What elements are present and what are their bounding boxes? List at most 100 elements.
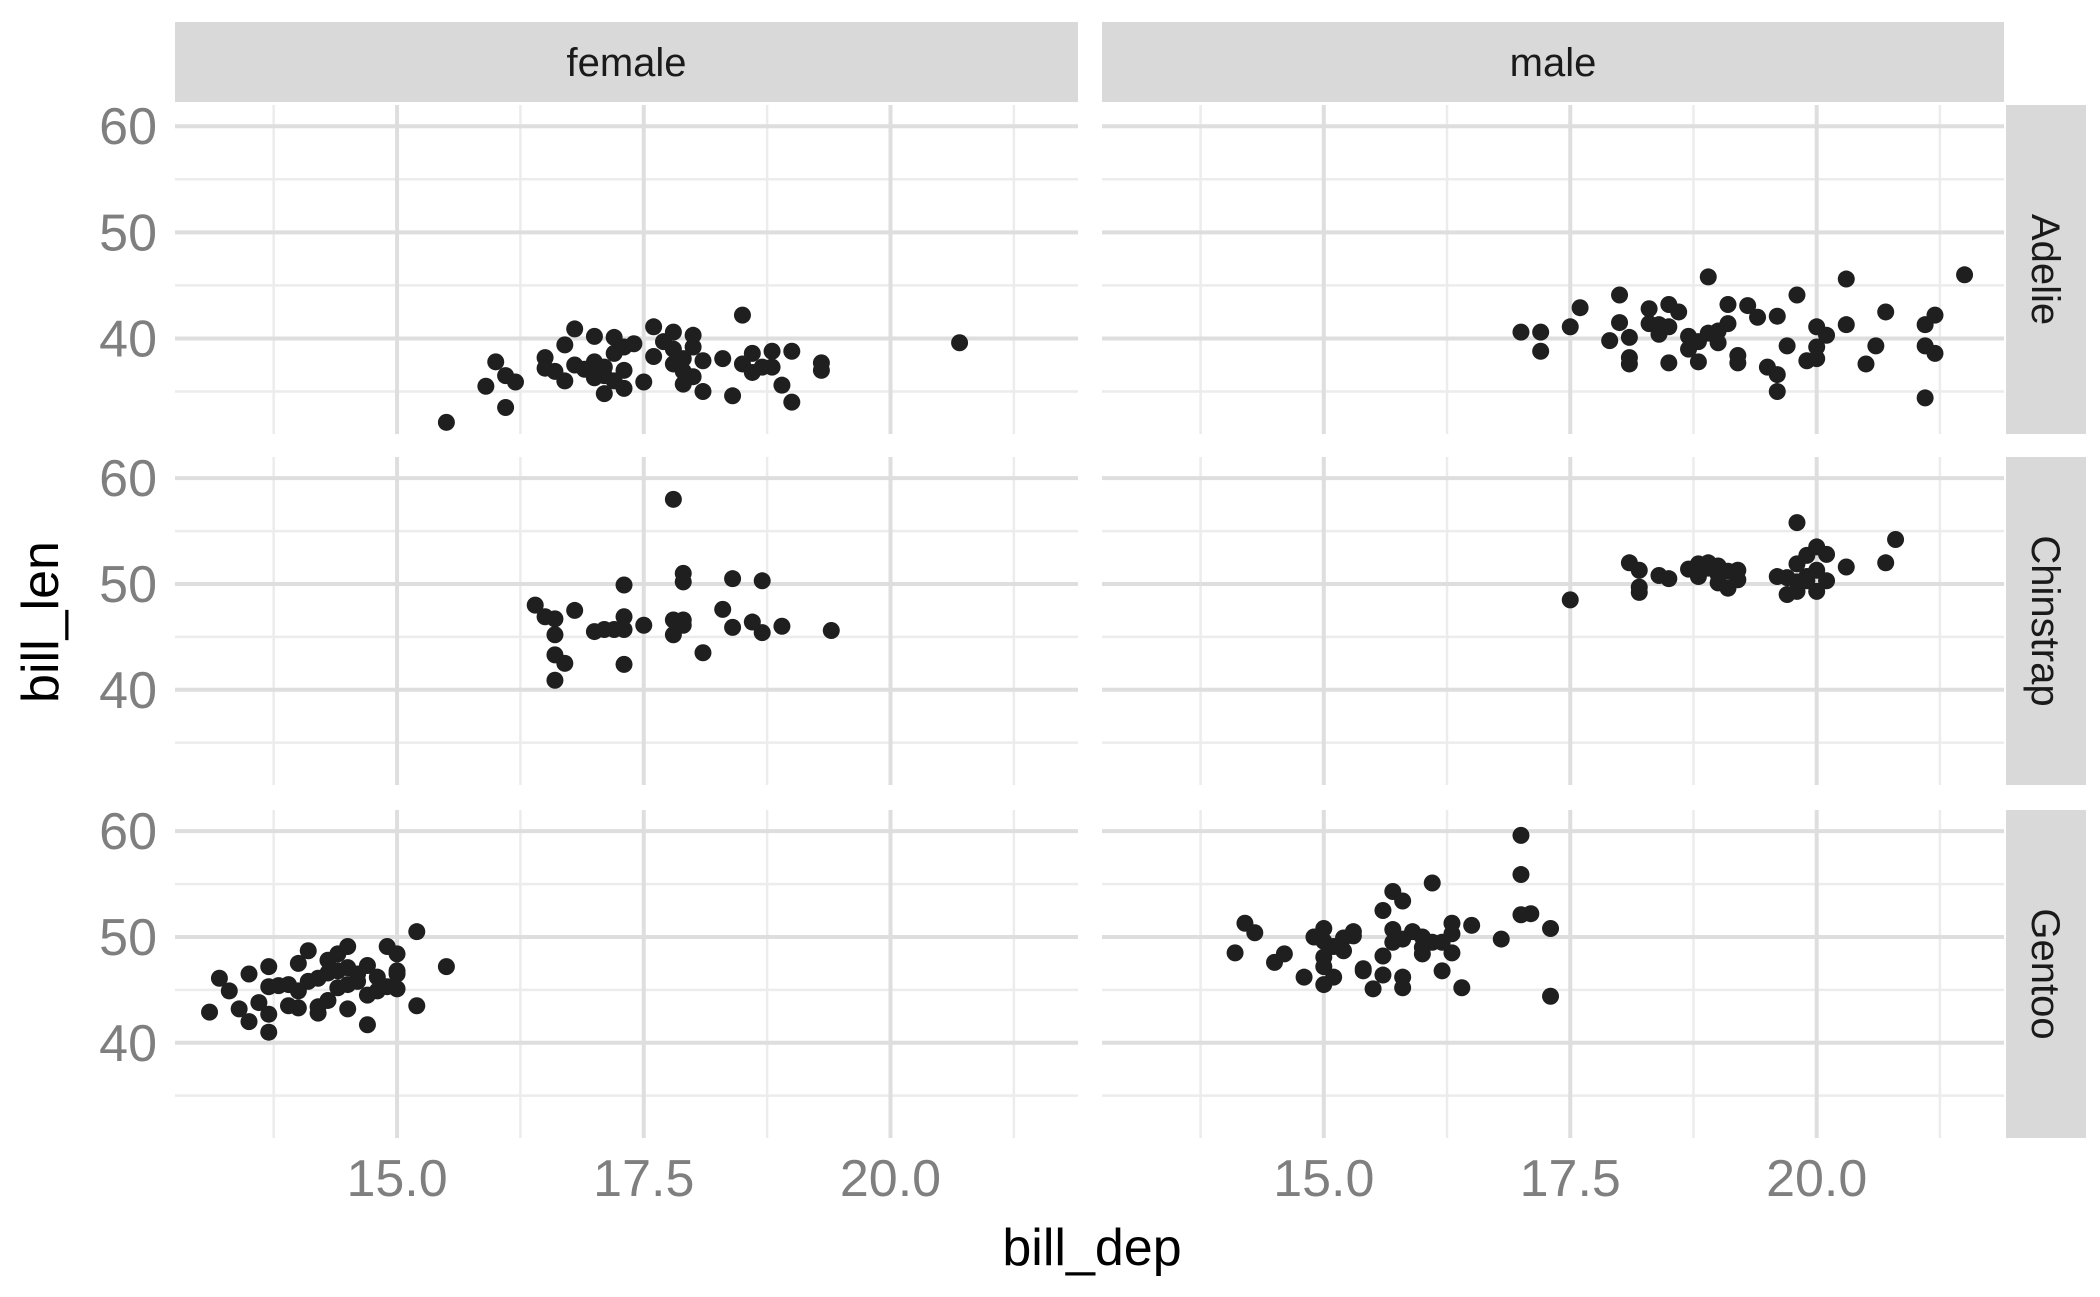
- data-point: [635, 373, 653, 391]
- data-point: [388, 962, 406, 980]
- data-point: [753, 572, 771, 590]
- data-point: [1729, 354, 1747, 372]
- data-point: [1601, 332, 1619, 350]
- data-point: [358, 1016, 376, 1034]
- data-point: [694, 352, 712, 370]
- data-point: [812, 354, 830, 372]
- data-point: [615, 361, 633, 379]
- data-point: [1423, 874, 1441, 892]
- data-point: [1364, 980, 1382, 998]
- data-point: [477, 377, 495, 395]
- y-tick-label: 50: [99, 204, 157, 262]
- data-point: [1571, 299, 1589, 317]
- data-point: [1660, 318, 1678, 336]
- data-point: [1877, 554, 1895, 572]
- data-point: [1818, 545, 1836, 563]
- data-point: [1660, 570, 1678, 588]
- data-point: [546, 671, 564, 689]
- data-point: [1315, 920, 1333, 938]
- data-point: [615, 608, 633, 626]
- data-point: [1768, 383, 1786, 401]
- data-point: [299, 942, 317, 960]
- data-point: [743, 344, 761, 362]
- panel-chinstrap-male: [1102, 457, 2004, 785]
- data-point: [694, 383, 712, 401]
- data-point: [615, 576, 633, 594]
- data-point: [1611, 314, 1629, 332]
- data-point: [437, 958, 455, 976]
- data-point: [1867, 337, 1885, 355]
- data-point: [1699, 268, 1717, 286]
- data-point: [1561, 591, 1579, 609]
- facet-strip-male: male: [1102, 22, 2004, 102]
- facet-strip-label: Adelie: [2023, 214, 2067, 325]
- data-point: [1275, 945, 1293, 963]
- data-point: [684, 326, 702, 344]
- data-point: [1837, 558, 1855, 576]
- data-point: [645, 348, 663, 366]
- panel-gentoo-male: [1102, 810, 2004, 1138]
- series-adelie-female: [437, 306, 969, 431]
- series-adelie-male: [1512, 266, 1974, 407]
- data-point: [763, 342, 781, 360]
- data-point: [1620, 328, 1638, 346]
- panel-adelie-male: [1102, 105, 2004, 434]
- series-gentoo-male: [1226, 826, 1560, 1005]
- data-point: [615, 620, 633, 638]
- data-point: [1542, 920, 1560, 938]
- data-point: [1295, 968, 1313, 986]
- data-point: [763, 358, 781, 376]
- data-point: [724, 387, 742, 405]
- data-point: [1768, 307, 1786, 325]
- data-point: [1512, 826, 1530, 844]
- data-point: [595, 385, 613, 403]
- data-point: [724, 570, 742, 588]
- strip-background: [175, 22, 1078, 102]
- data-point: [1374, 947, 1392, 965]
- data-point: [1808, 582, 1826, 600]
- data-point: [1916, 389, 1934, 407]
- strip-background: [2006, 457, 2086, 785]
- strip-background: [1102, 22, 2004, 102]
- data-point: [1512, 323, 1530, 341]
- panel-background: [1102, 105, 2004, 434]
- data-point: [506, 373, 524, 391]
- data-point: [1512, 866, 1530, 884]
- data-point: [1808, 350, 1826, 368]
- strip-background: [2006, 810, 2086, 1138]
- data-point: [635, 616, 653, 634]
- x-tick-label: 17.5: [1520, 1150, 1621, 1208]
- data-point: [1739, 297, 1757, 315]
- y-tick-label: 40: [99, 662, 157, 720]
- data-point: [674, 350, 692, 368]
- data-point: [1413, 945, 1431, 963]
- data-point: [1926, 306, 1944, 324]
- data-point: [664, 490, 682, 508]
- facet-strip-label: male: [1510, 41, 1597, 85]
- data-point: [1808, 338, 1826, 356]
- data-point: [1788, 286, 1806, 304]
- data-point: [546, 626, 564, 644]
- data-point: [388, 980, 406, 998]
- data-point: [1818, 326, 1836, 344]
- data-point: [1443, 914, 1461, 932]
- data-point: [240, 1013, 258, 1031]
- y-tick-label: 60: [99, 803, 157, 861]
- data-point: [1344, 923, 1362, 941]
- data-point: [497, 398, 515, 416]
- data-point: [1729, 561, 1747, 579]
- panel-background: [1102, 457, 2004, 785]
- y-tick-label: 50: [99, 909, 157, 967]
- y-tick-label: 60: [99, 450, 157, 508]
- data-point: [694, 644, 712, 662]
- data-point: [1620, 355, 1638, 373]
- data-point: [1335, 942, 1353, 960]
- data-point: [783, 393, 801, 411]
- facet-strip-gentoo: Gentoo: [2006, 810, 2086, 1138]
- data-point: [309, 1004, 327, 1022]
- data-point: [1463, 916, 1481, 934]
- panel-background: [175, 105, 1078, 434]
- data-point: [319, 991, 337, 1009]
- data-point: [1837, 270, 1855, 288]
- data-point: [1630, 561, 1648, 579]
